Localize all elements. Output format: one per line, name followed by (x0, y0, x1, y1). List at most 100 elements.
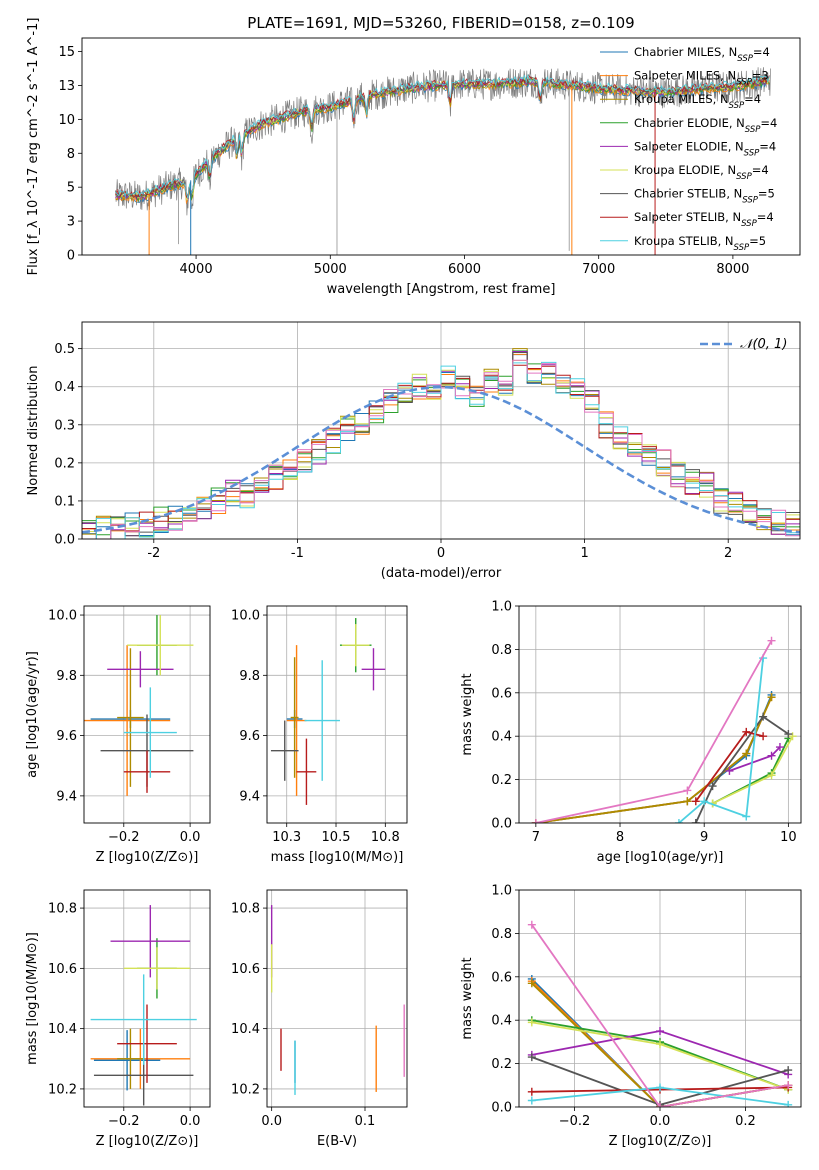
series-point (656, 1083, 664, 1092)
plot-area (84, 606, 210, 823)
x-tick-label: 10.3 (272, 830, 301, 845)
y-tick-label: 0 (67, 249, 75, 264)
y-tick-label: 0.0 (491, 1101, 512, 1116)
series-point (788, 732, 797, 741)
series-point (784, 1081, 793, 1090)
y-axis-label: mass weight (460, 673, 475, 755)
legend-entry: Kroupa ELODIE, NSSP=4 (634, 163, 769, 182)
gaussian-reference-line (82, 385, 800, 534)
x-tick-label: 10 (780, 830, 797, 845)
axes-frame (83, 889, 211, 1108)
axes-frame (266, 605, 408, 824)
series-point (767, 771, 776, 780)
panel-mass_vs_Z: −0.2 0.0 10.2 10.4 10.6 10.8 Z [log10(Z/Z⊙)] ma… (25, 889, 211, 1149)
y-axis-label: age [log10(age/yr)] (25, 651, 40, 778)
series-line (531, 924, 789, 1107)
x-tick-label: 2 (724, 546, 732, 561)
series-point (527, 920, 536, 929)
x-tick-label: 0.1 (355, 1114, 376, 1129)
plot-area (82, 322, 800, 539)
y-tick-label: 10.2 (48, 1082, 77, 1097)
y-tick-label: 8 (67, 147, 75, 162)
series-point (784, 1066, 793, 1075)
series-point (759, 732, 768, 741)
x-tick-label: 7000 (582, 262, 615, 277)
y-axis-label: Normed distribution (26, 366, 41, 496)
y-tick-label: 9.4 (56, 789, 77, 804)
series-point (683, 786, 692, 795)
series-line (535, 640, 773, 823)
axes-decor: −0.2 0.0 0.2 0.0 0.2 0.4 0.6 0.8 1.0 Z [log10(Z/Z… (460, 884, 802, 1149)
y-tick-label: 0.4 (491, 1014, 512, 1029)
x-tick-label: −0.2 (108, 830, 140, 845)
plot-area (267, 890, 407, 1107)
y-axis-label: Flux [f_λ 10^-17 erg cm^-2 s^-1 A^-1] (26, 18, 41, 276)
y-tick-label: 13 (58, 79, 75, 94)
series-point (767, 751, 776, 760)
y-tick-label: 0.4 (491, 730, 512, 745)
plot-area (84, 890, 210, 1107)
x-axis-label: age [log10(age/yr)] (597, 850, 724, 865)
axes-decor: 10.3 10.5 10.8 9.4 9.6 9.8 10.0 mass [log10(M/M… (231, 605, 408, 865)
model-spectrum-line (115, 73, 770, 199)
panel-weight_vs_age: 7 8 9 10 0.0 0.2 0.4 0.6 0.8 1.0 age [log10(age/yr… (460, 600, 802, 865)
y-tick-label: 0.1 (54, 494, 75, 509)
series-point (767, 636, 776, 645)
y-tick-label: 9.4 (239, 789, 260, 804)
axes-decor: −0.2 0.0 9.4 9.6 9.8 10.0 Z [log10(Z/Z⊙)] age [… (25, 605, 211, 865)
series-point (683, 797, 692, 806)
series-point (656, 1027, 664, 1036)
x-axis-label: (data-model)/error (381, 566, 502, 581)
x-tick-label: 7 (532, 830, 540, 845)
y-tick-label: 3 (67, 215, 75, 230)
series-point (784, 730, 793, 739)
plot-area (519, 890, 801, 1107)
y-axis-label: mass weight (460, 957, 475, 1039)
series-point (767, 693, 776, 702)
y-tick-label: 10.4 (48, 1022, 77, 1037)
axes-frame (518, 889, 802, 1108)
axes-frame (518, 605, 802, 824)
series-point (691, 797, 700, 806)
y-tick-label: 0.2 (491, 1057, 512, 1072)
y-tick-label: 0.8 (491, 927, 512, 942)
y-tick-label: 1.0 (491, 884, 512, 899)
x-tick-label: 1 (580, 546, 588, 561)
series-point (784, 1100, 793, 1107)
series-point (742, 812, 751, 821)
plot-area (115, 67, 771, 255)
y-tick-label: 9.6 (56, 729, 77, 744)
x-tick-label: -2 (147, 546, 160, 561)
panel-residuals: -2 -1 0 1 2 0.0 0.1 0.2 0.3 0.4 0.5 (data-model)/er… (26, 321, 801, 581)
y-tick-label: 15 (58, 45, 75, 60)
y-tick-label: 0.3 (54, 418, 75, 433)
axes-frame (266, 889, 408, 1108)
y-tick-label: 10.4 (231, 1022, 260, 1037)
x-tick-label: 5000 (314, 262, 347, 277)
y-tick-label: 10 (58, 113, 75, 128)
panel-age_vs_Z: −0.2 0.0 9.4 9.6 9.8 10.0 Z [log10(Z/Z⊙)] age [… (25, 605, 211, 865)
x-tick-label: 6000 (448, 262, 481, 277)
series-point (759, 712, 768, 721)
series-point (674, 819, 683, 823)
axes-frame (83, 605, 211, 824)
panel-spectrum: 4000 5000 6000 7000 8000 0 3 5 8 10 13 15 wavelength… (26, 18, 801, 297)
axes-decor: −0.2 0.0 10.2 10.4 10.6 10.8 Z [log10(Z/Z⊙)] ma… (25, 889, 211, 1149)
figure-title: PLATE=1691, MJD=53260, FIBERID=0158, z=0… (247, 14, 634, 32)
x-tick-label: −0.2 (108, 1114, 140, 1129)
y-tick-label: 0.5 (54, 342, 75, 357)
series-point (742, 749, 751, 758)
histogram-step-line (82, 359, 800, 539)
x-tick-label: 10.5 (322, 830, 351, 845)
x-axis-label: Z [log10(Z/Z⊙)] (96, 1134, 199, 1149)
y-tick-label: 10.6 (231, 962, 260, 977)
x-tick-label: 10.8 (371, 830, 400, 845)
x-axis-label: Z [log10(Z/Z⊙)] (96, 850, 199, 865)
series-point (656, 1103, 664, 1107)
x-tick-label: −0.2 (559, 1114, 591, 1129)
series-point (700, 797, 709, 806)
series-point (691, 819, 700, 823)
series-line (535, 696, 773, 823)
series-point (656, 1040, 664, 1049)
